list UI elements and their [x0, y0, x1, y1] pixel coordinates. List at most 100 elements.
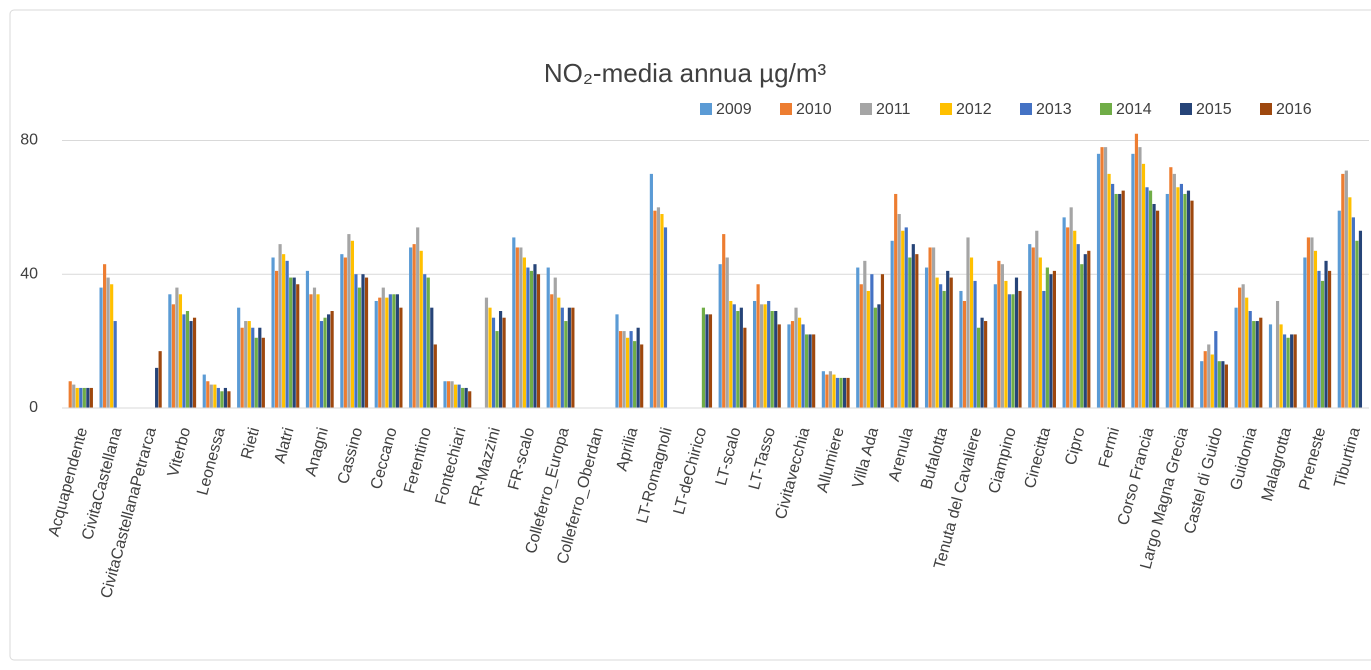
bar	[1138, 147, 1142, 408]
bar	[571, 307, 575, 408]
bar	[185, 311, 190, 408]
legend-swatch	[1180, 103, 1192, 115]
bar	[1324, 260, 1328, 408]
bar	[1286, 337, 1290, 408]
legend-label: 2010	[796, 101, 832, 118]
bar	[392, 294, 396, 408]
bar	[949, 277, 953, 408]
bar	[777, 324, 781, 408]
bar	[908, 257, 912, 408]
bar	[364, 277, 369, 408]
bar	[430, 307, 434, 408]
bar	[846, 377, 850, 408]
bar	[223, 387, 228, 408]
bar	[1062, 217, 1066, 408]
bar	[309, 294, 313, 408]
bar	[202, 374, 206, 408]
bar	[636, 327, 640, 408]
bar	[915, 254, 919, 408]
bar	[997, 260, 1001, 408]
bar	[274, 270, 279, 408]
bar	[72, 384, 76, 408]
bar	[113, 321, 117, 408]
bar	[1141, 163, 1146, 408]
bar	[1083, 254, 1087, 408]
bar	[722, 234, 726, 408]
bar	[206, 381, 210, 408]
bar	[350, 240, 355, 408]
legend-label: 2011	[876, 101, 911, 118]
bar	[752, 300, 757, 408]
bar	[1031, 247, 1035, 408]
bar	[361, 274, 365, 408]
bar	[873, 307, 877, 408]
bar	[399, 307, 403, 408]
bar	[1348, 197, 1352, 408]
bar	[533, 264, 537, 408]
bar	[832, 374, 836, 408]
bar	[736, 311, 740, 408]
bar	[454, 384, 458, 408]
bar	[1069, 207, 1073, 408]
bar	[980, 317, 984, 408]
bar	[1358, 230, 1363, 408]
bar	[863, 260, 867, 408]
bar	[251, 327, 255, 408]
bar	[254, 337, 258, 408]
bar	[962, 300, 967, 408]
bar	[1313, 250, 1318, 408]
bar	[484, 297, 489, 408]
bar	[1118, 193, 1122, 408]
bar	[973, 280, 977, 408]
bar	[932, 247, 936, 408]
bar	[663, 227, 668, 408]
bar	[1145, 187, 1149, 408]
bar	[354, 274, 358, 408]
bar	[464, 387, 468, 408]
bar	[629, 331, 633, 408]
legend-swatch	[1260, 103, 1272, 115]
bar	[110, 284, 114, 408]
bar	[340, 254, 344, 408]
bar	[821, 371, 825, 408]
bar	[468, 391, 472, 408]
bar	[1303, 257, 1307, 408]
bar	[526, 267, 530, 408]
bar	[1200, 361, 1204, 408]
bar	[1080, 264, 1084, 408]
bar	[512, 237, 516, 408]
bar	[993, 284, 997, 408]
bar	[374, 300, 378, 408]
bar	[1290, 334, 1294, 408]
bar	[924, 267, 929, 408]
bar	[1306, 237, 1311, 408]
bar	[805, 334, 809, 408]
bar	[1073, 230, 1077, 408]
bar	[1351, 217, 1355, 408]
bar	[1172, 173, 1176, 408]
bar	[1131, 153, 1135, 408]
bar	[1355, 240, 1359, 408]
legend-swatch	[700, 103, 712, 115]
bar	[794, 307, 798, 408]
bar	[739, 307, 743, 408]
bar	[461, 387, 465, 408]
bar	[278, 244, 282, 408]
bar	[763, 304, 767, 408]
legend-label: 2015	[1196, 101, 1232, 118]
bar	[1087, 250, 1091, 408]
bar	[289, 277, 293, 408]
chart-title: NO₂-media annua µg/m³	[544, 58, 827, 88]
bar	[343, 257, 347, 408]
bar	[825, 374, 829, 408]
bar	[1327, 270, 1332, 408]
bar	[395, 294, 399, 408]
bar	[1217, 361, 1221, 408]
bar	[323, 317, 327, 408]
bar	[216, 387, 220, 408]
bar	[1176, 187, 1180, 408]
bar	[182, 314, 186, 408]
bar	[787, 324, 791, 408]
bar	[103, 264, 107, 408]
